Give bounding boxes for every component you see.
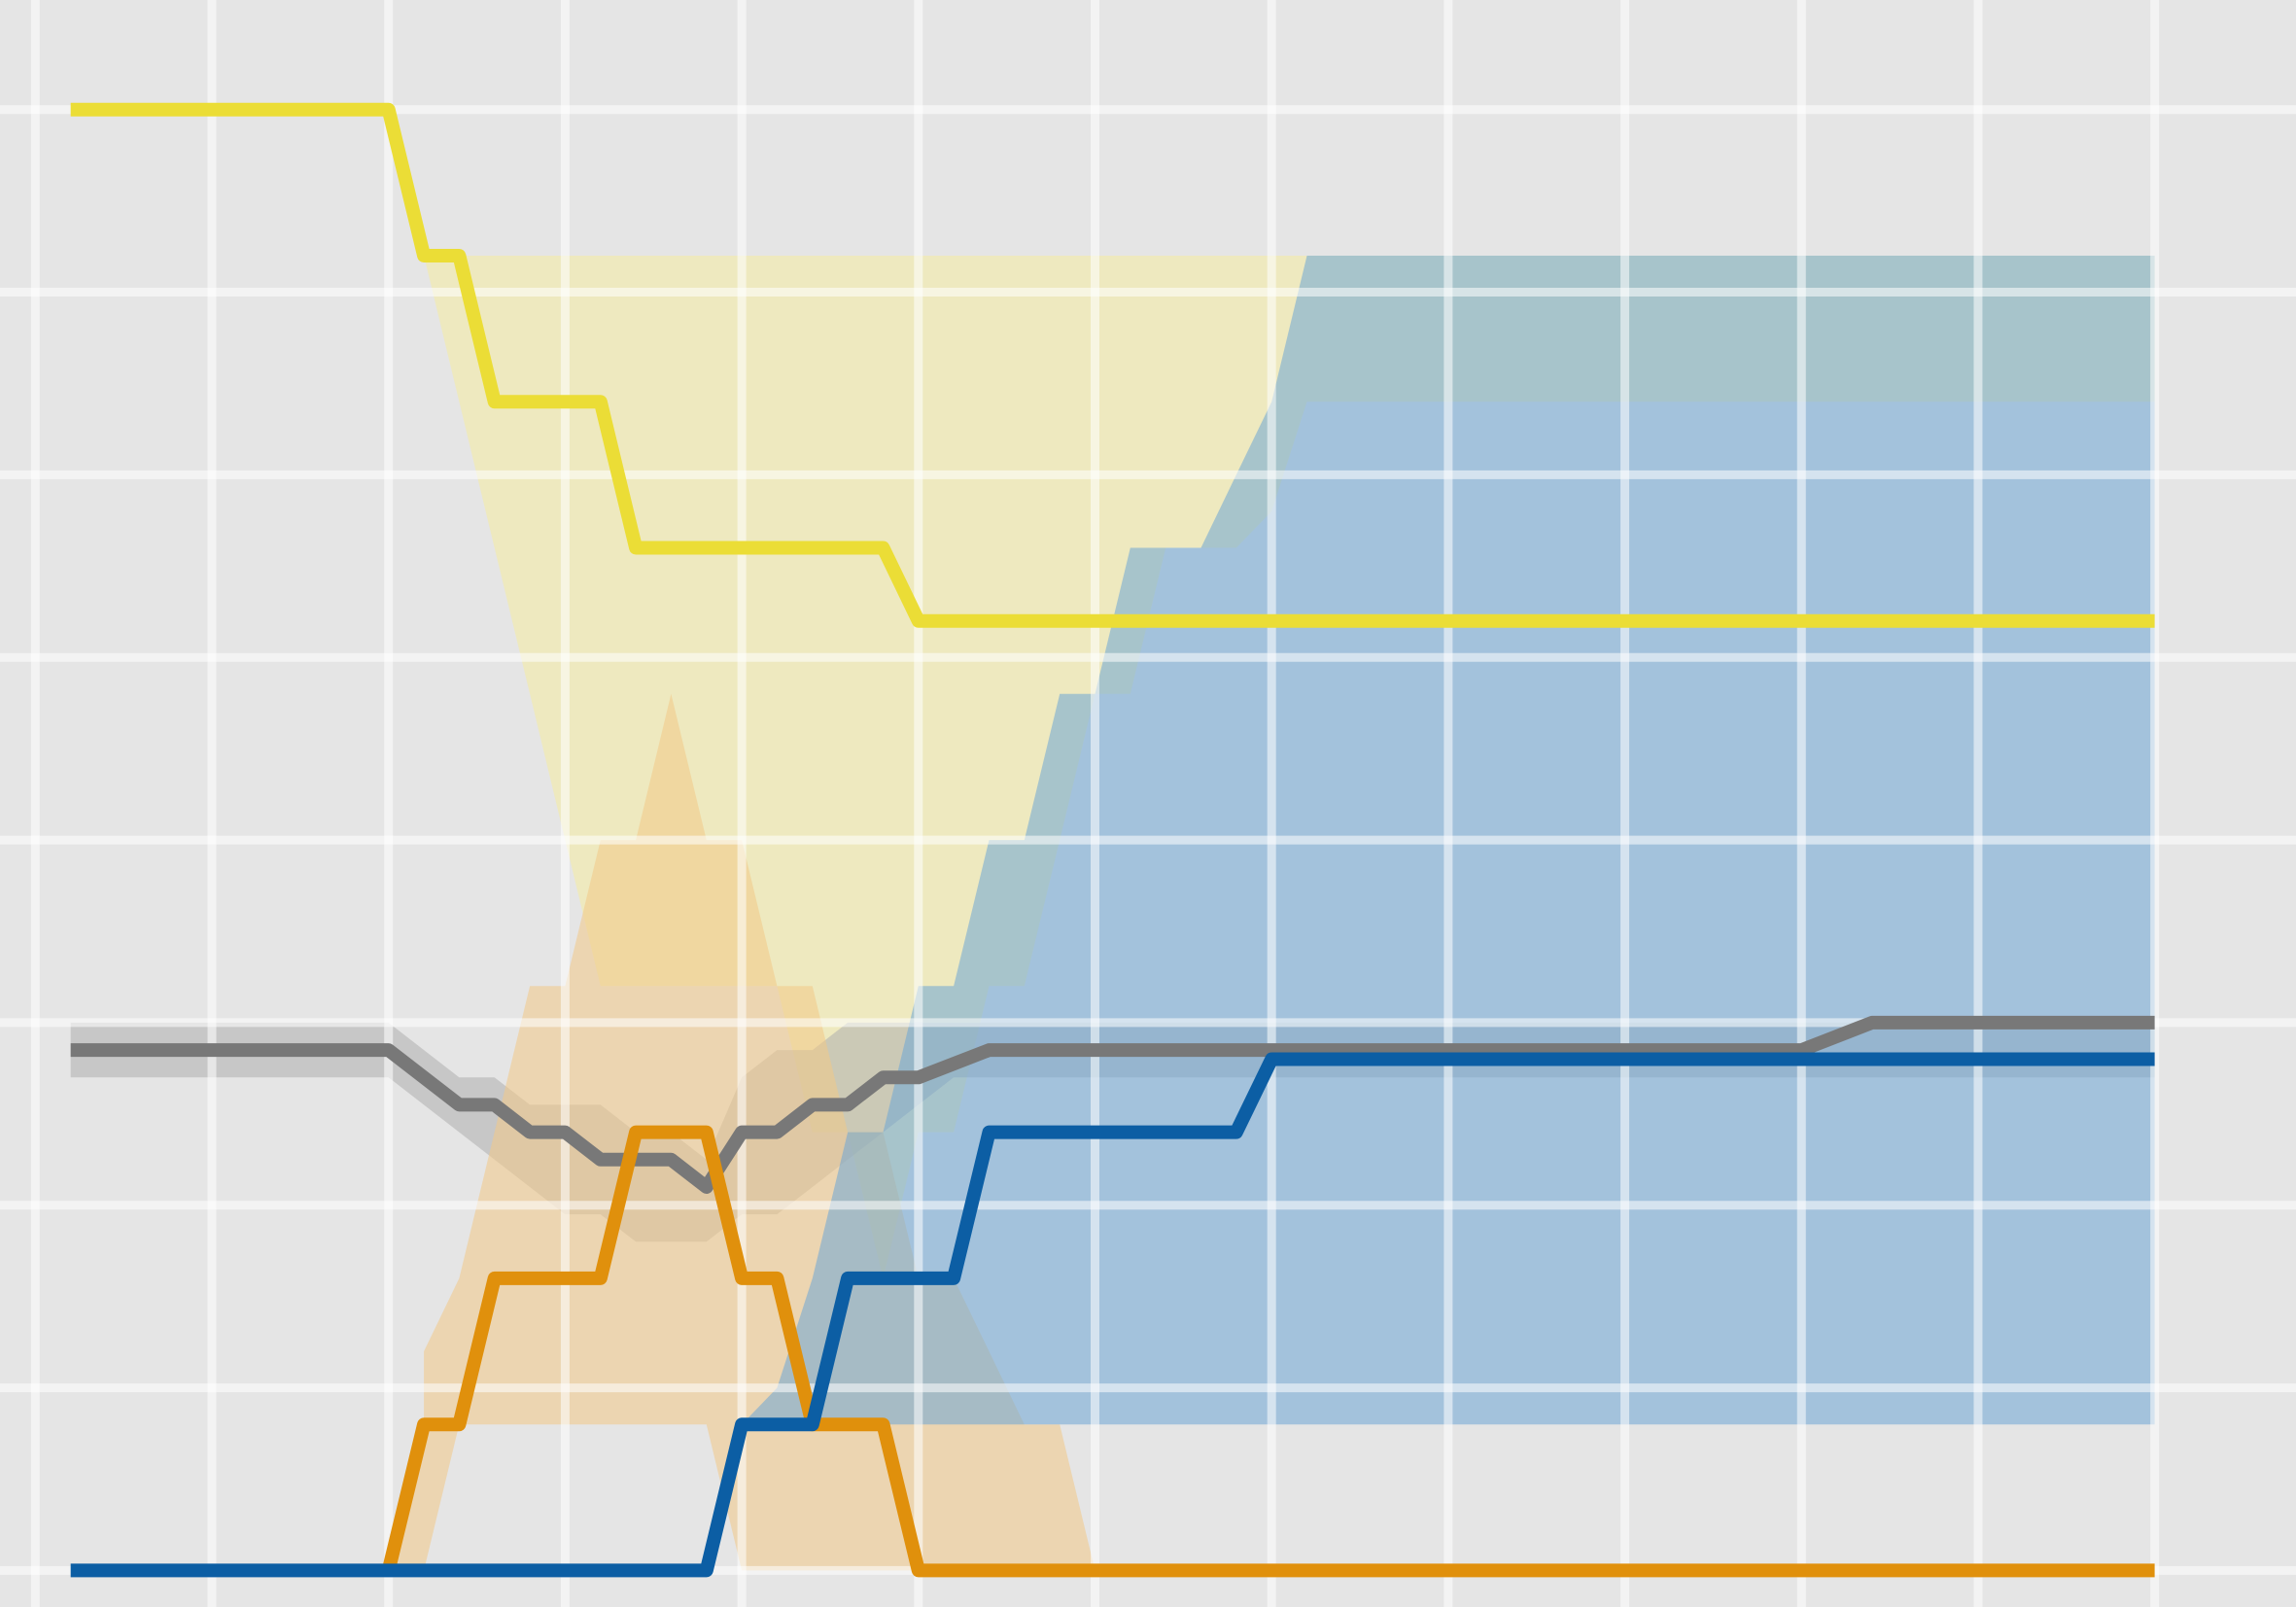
series-1-band — [388, 109, 2155, 1278]
series-3-line — [381, 1125, 2155, 1578]
series-4-line — [70, 1052, 2155, 1578]
series-lines — [70, 102, 2155, 1578]
series-2-line — [70, 1015, 2155, 1194]
series-1-line — [70, 102, 2155, 628]
